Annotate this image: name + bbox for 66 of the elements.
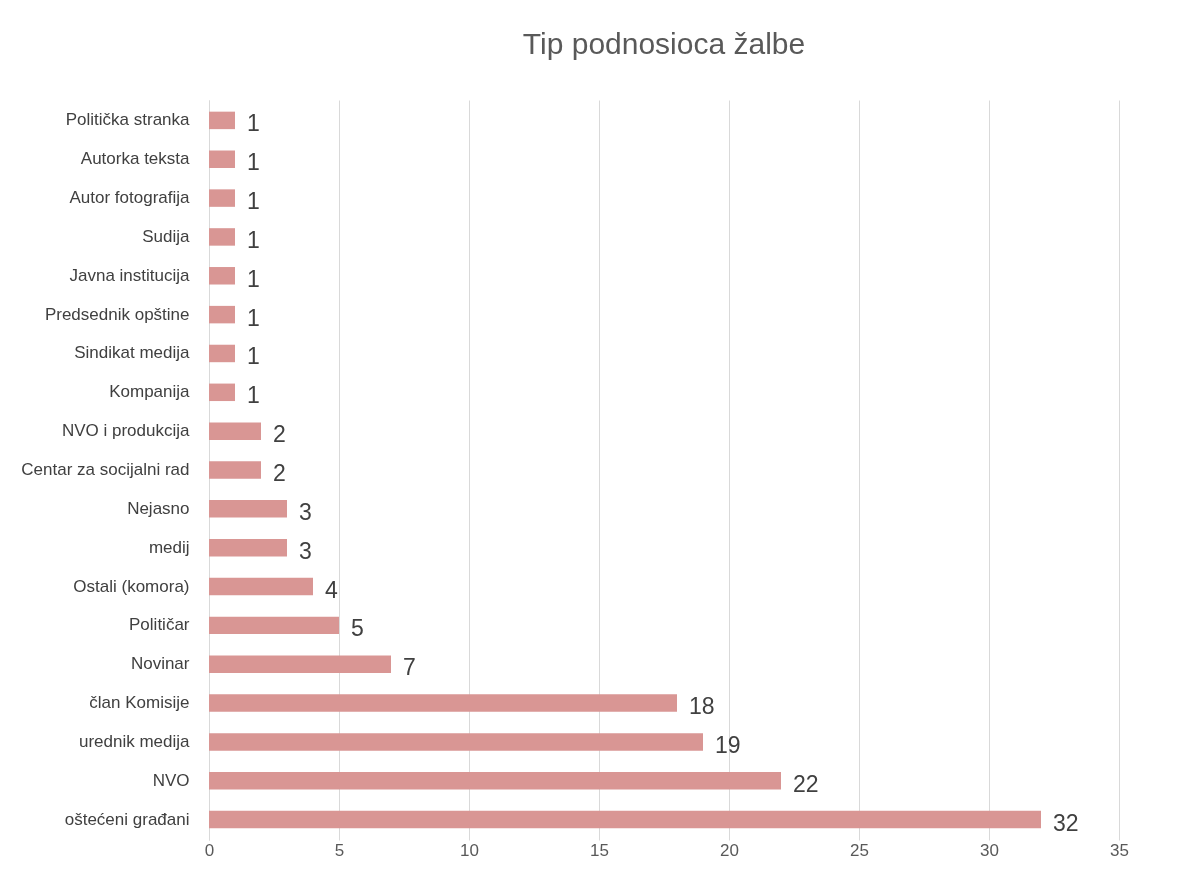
bar bbox=[209, 267, 235, 285]
data-label: 1 bbox=[247, 382, 260, 409]
bar bbox=[209, 189, 235, 207]
data-label: 18 bbox=[689, 693, 715, 720]
data-label: 2 bbox=[273, 421, 286, 448]
y-tick-label: Nejasno bbox=[127, 498, 190, 518]
x-tick-label: 10 bbox=[460, 840, 479, 860]
data-label: 3 bbox=[299, 537, 312, 564]
x-tick-label: 30 bbox=[980, 840, 999, 860]
x-tick-label: 5 bbox=[334, 840, 345, 860]
y-tick-label: NVO i produkcija bbox=[61, 421, 191, 441]
y-tick-label: član Komisije bbox=[89, 693, 190, 713]
data-label: 4 bbox=[325, 576, 338, 603]
x-tick-label: 35 bbox=[1110, 840, 1129, 860]
bar bbox=[209, 150, 235, 168]
y-tick-label: Ostali (komora) bbox=[73, 576, 190, 596]
bar bbox=[209, 733, 703, 751]
x-tick-label: 0 bbox=[204, 840, 215, 860]
data-label: 22 bbox=[793, 770, 819, 797]
y-tick-label: Politička stranka bbox=[65, 110, 191, 130]
bar bbox=[209, 655, 391, 673]
y-tick-label: urednik medija bbox=[78, 731, 191, 751]
x-tick-label: 25 bbox=[850, 840, 869, 860]
x-tick-label: 20 bbox=[720, 840, 739, 860]
data-label: 3 bbox=[299, 498, 312, 525]
data-label: 1 bbox=[247, 188, 260, 215]
data-label: 32 bbox=[1053, 809, 1079, 836]
y-tick-label: Kompanija bbox=[109, 382, 191, 402]
data-label: 1 bbox=[247, 265, 260, 292]
y-tick-label: Sindikat medija bbox=[74, 343, 191, 363]
data-label: 7 bbox=[403, 654, 416, 681]
bar bbox=[209, 577, 313, 596]
y-tick-label: Novinar bbox=[130, 654, 190, 674]
x-tick-label: 15 bbox=[590, 840, 609, 860]
bar bbox=[209, 383, 235, 402]
data-label: 1 bbox=[247, 110, 260, 137]
bar bbox=[209, 772, 781, 790]
data-label: 5 bbox=[351, 615, 364, 642]
bar bbox=[209, 616, 339, 635]
data-label: 2 bbox=[273, 460, 286, 486]
y-tick-label: Predsednik opštine bbox=[44, 304, 190, 324]
y-tick-label: Javna institucija bbox=[69, 265, 191, 285]
bar bbox=[209, 228, 235, 246]
y-tick-label: Autorka teksta bbox=[80, 149, 191, 169]
data-label: 1 bbox=[247, 343, 260, 370]
bar bbox=[209, 461, 261, 479]
chart-title: Tip podnosioca žalbe bbox=[522, 27, 806, 60]
data-label: 1 bbox=[247, 304, 260, 331]
y-tick-label: oštećeni građani bbox=[64, 809, 190, 829]
data-label: 19 bbox=[715, 731, 741, 758]
y-tick-label: Centar za socijalni rad bbox=[21, 460, 190, 479]
bar bbox=[209, 344, 235, 363]
data-label: 1 bbox=[247, 226, 260, 253]
bar bbox=[209, 694, 677, 712]
data-label: 1 bbox=[247, 149, 260, 176]
bar bbox=[209, 538, 287, 557]
y-tick-label: Autor fotografija bbox=[69, 188, 191, 208]
y-tick-label: Sudija bbox=[142, 226, 191, 246]
bar bbox=[209, 810, 1041, 829]
y-tick-label: Političar bbox=[129, 615, 190, 635]
bar bbox=[209, 111, 235, 130]
bar bbox=[209, 422, 261, 440]
y-tick-label: medij bbox=[148, 537, 190, 557]
y-tick-label: NVO bbox=[152, 770, 190, 790]
bar bbox=[209, 305, 235, 324]
bar bbox=[209, 500, 287, 518]
